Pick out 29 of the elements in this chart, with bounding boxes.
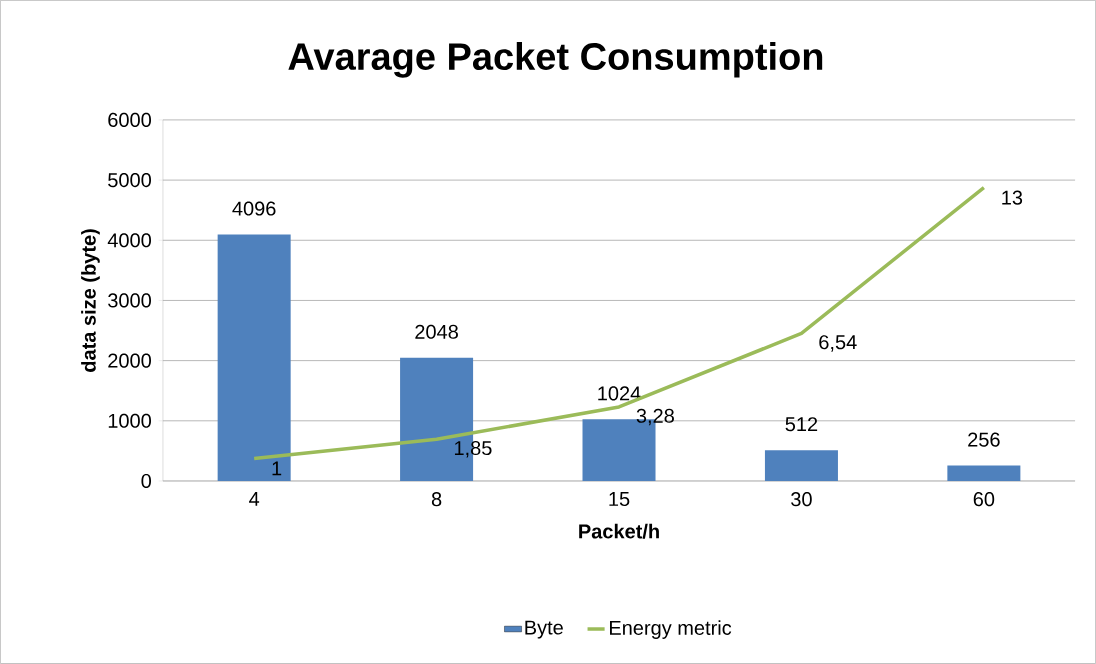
- y-tick-label: 6000: [108, 112, 151, 128]
- y-tick-label: 0: [141, 473, 152, 489]
- data-label: 256: [968, 432, 1000, 447]
- y-tick-label: 4000: [107, 233, 151, 248]
- data-label: 3,28: [636, 408, 674, 426]
- data-label: 13: [1002, 190, 1023, 205]
- data-label: 1024: [598, 386, 641, 401]
- legend-label: Energy metric: [610, 620, 732, 639]
- x-axis-title: Packet/h: [579, 523, 659, 539]
- bar: [217, 234, 291, 482]
- x-tick-label: 15: [609, 492, 630, 507]
- y-tick-label: 5000: [108, 173, 151, 188]
- data-label: 2048: [415, 324, 458, 339]
- data-label: 6,54: [819, 335, 857, 352]
- x-tick-label: 8: [431, 492, 442, 507]
- x-tick-label: 30: [791, 492, 812, 507]
- y-axis-title: data size (byte): [81, 229, 100, 372]
- data-label: 512: [785, 417, 818, 432]
- y-tick-label: 3000: [108, 293, 151, 308]
- legend-label: Byte: [525, 620, 563, 639]
- y-tick-label: 1000: [108, 413, 151, 428]
- data-label: 4096: [232, 201, 276, 216]
- bar: [764, 450, 838, 482]
- chart-title: Avarage Packet Consumption: [288, 42, 823, 78]
- y-tick-label: 2000: [108, 353, 151, 368]
- bar: [947, 465, 1021, 482]
- x-tick-label: 60: [973, 492, 995, 507]
- data-label: 1: [272, 461, 282, 476]
- x-tick-label: 4: [249, 492, 260, 506]
